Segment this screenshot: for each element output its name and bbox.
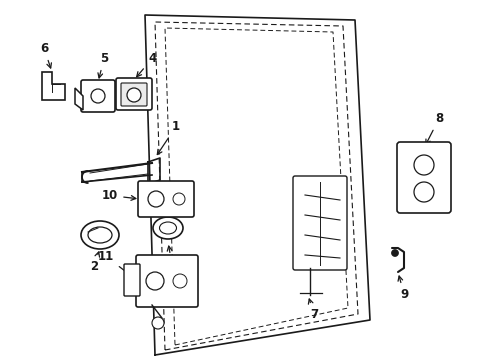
Circle shape xyxy=(91,89,105,103)
Text: 5: 5 xyxy=(98,52,108,78)
FancyBboxPatch shape xyxy=(124,264,140,296)
FancyBboxPatch shape xyxy=(121,83,147,106)
Text: 2: 2 xyxy=(90,252,100,273)
Circle shape xyxy=(413,155,433,175)
FancyBboxPatch shape xyxy=(396,142,450,213)
FancyBboxPatch shape xyxy=(136,255,198,307)
Text: 3: 3 xyxy=(167,246,176,271)
Circle shape xyxy=(146,272,163,290)
Text: 7: 7 xyxy=(308,299,318,321)
FancyBboxPatch shape xyxy=(138,181,194,217)
Ellipse shape xyxy=(88,227,112,243)
Text: 9: 9 xyxy=(397,276,407,301)
Circle shape xyxy=(391,249,398,256)
Text: 11: 11 xyxy=(98,250,134,278)
Circle shape xyxy=(173,193,184,205)
Polygon shape xyxy=(75,88,83,110)
Circle shape xyxy=(152,317,163,329)
Ellipse shape xyxy=(159,222,176,234)
Ellipse shape xyxy=(153,217,183,239)
Circle shape xyxy=(173,274,186,288)
Ellipse shape xyxy=(81,221,119,249)
FancyBboxPatch shape xyxy=(116,78,152,110)
FancyBboxPatch shape xyxy=(81,80,115,112)
FancyBboxPatch shape xyxy=(292,176,346,270)
Text: 10: 10 xyxy=(102,189,136,202)
Text: 8: 8 xyxy=(425,112,442,144)
Text: 6: 6 xyxy=(40,42,51,68)
Text: 4: 4 xyxy=(137,52,156,77)
Circle shape xyxy=(148,191,163,207)
Circle shape xyxy=(413,182,433,202)
Circle shape xyxy=(127,88,141,102)
Text: 1: 1 xyxy=(157,120,180,154)
Polygon shape xyxy=(42,72,65,100)
